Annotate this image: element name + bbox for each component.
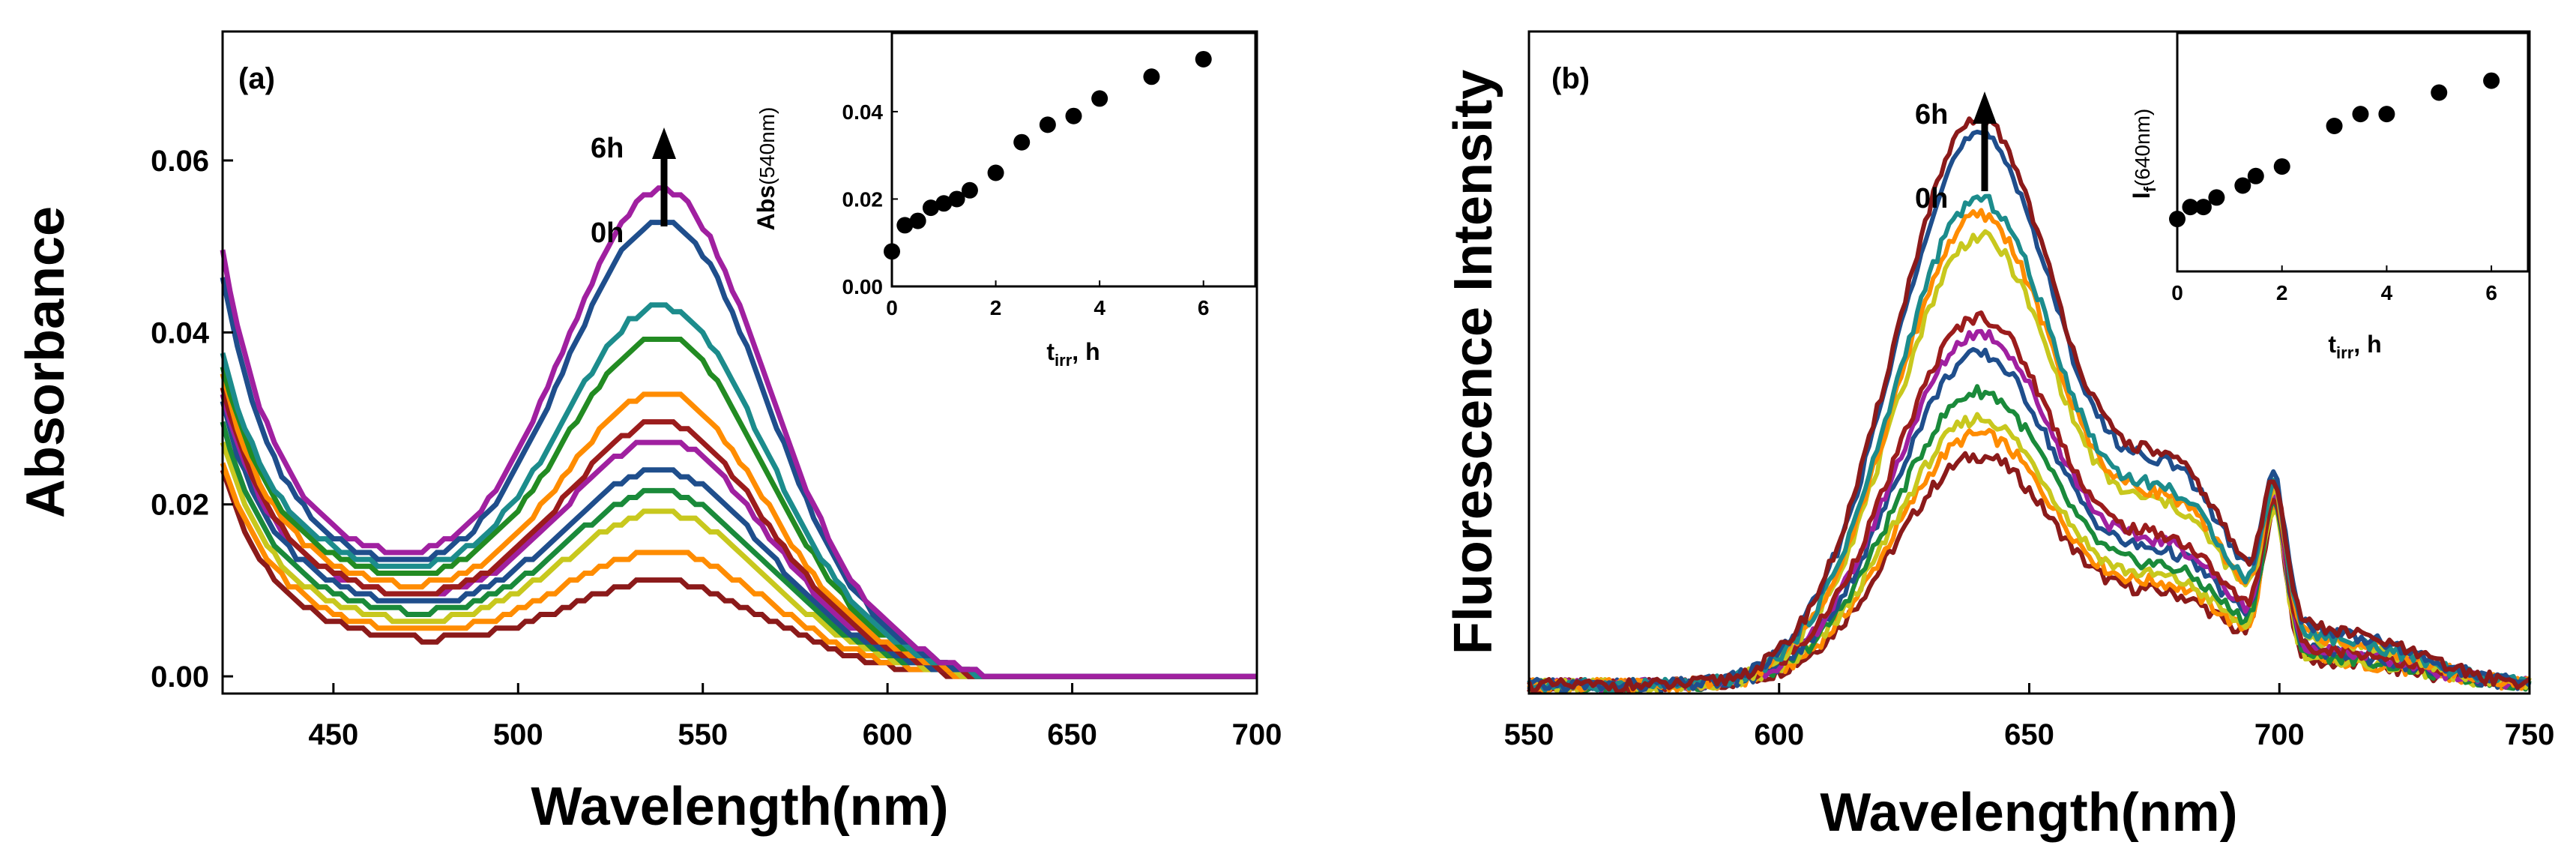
panel-a-x-tick-label: 500 <box>493 718 543 751</box>
panel-b-inset-point <box>2352 106 2369 123</box>
panel-a-inset-y-ticks: 0.00 0.02 0.04 <box>842 100 898 298</box>
panel-a-x-tick-label: 450 <box>308 718 358 751</box>
panel-b-inset-x-tick-label: 4 <box>2381 281 2393 304</box>
panel-a-series-3h <box>220 302 1257 679</box>
panel-b-series-6h <box>1527 115 2531 694</box>
panel-a-inset-y-tick-label: 0.00 <box>842 275 884 298</box>
panel-a-y-tick-label: 0.04 <box>151 316 210 349</box>
panel-a-inset-point <box>922 199 939 217</box>
panel-b-inset-point <box>2195 199 2212 216</box>
panel-a-y-axis-title: Absorbance <box>16 206 76 518</box>
panel-b-arrow-head <box>1973 91 1997 124</box>
panel-b-inset-x-tick-label: 0 <box>2171 281 2183 304</box>
panel-a-x-tick-label: 550 <box>678 718 728 751</box>
panel-a-inset-point <box>1039 116 1056 133</box>
panel-a-series-group <box>220 185 1257 679</box>
panel-a-label: (a) <box>238 62 275 95</box>
panel-a-y-tick-label: 0.02 <box>151 489 209 522</box>
panel-b-x-tick-label: 650 <box>2004 718 2054 751</box>
panel-b-x-tick-label: 550 <box>1504 718 1554 751</box>
panel-a-inset-x-ticks: 0 2 4 6 <box>886 280 1210 319</box>
panel-b-time-annotation: 6h 0h <box>1915 91 1997 214</box>
panel-a-inset-x-tick-label: 2 <box>990 296 1002 319</box>
panel-a-inset-x-tick-label: 0 <box>886 296 898 319</box>
panel-a-inset-point <box>909 212 926 229</box>
panel-b-x-tick-label: 600 <box>1754 718 1804 751</box>
panel-a-inset-y-title: Abs(540nm) <box>752 107 779 231</box>
panel-b-label-0h: 0h <box>1915 183 1948 214</box>
panel-b-series-5h <box>1528 127 2532 694</box>
panel-b-inset-points <box>2169 72 2500 228</box>
panel-b-inset-background <box>2177 33 2528 271</box>
panel-a-inset-point <box>961 181 978 199</box>
panel-b-x-ticks: 550 600 650 700 750 <box>1504 683 2555 751</box>
panel-a-inset-point <box>1143 68 1160 85</box>
panel-a-arrow-head <box>652 127 676 159</box>
panel-b-series-group <box>1527 115 2532 694</box>
panel-a-label-6h: 6h <box>591 133 624 164</box>
panel-a-series-6h <box>220 185 1257 679</box>
panel-a-label-0h: 0h <box>591 217 624 249</box>
panel-a-x-tick-label: 650 <box>1047 718 1097 751</box>
panel-b-label: (b) <box>1551 62 1590 95</box>
panel-a-inset-point <box>948 190 965 208</box>
panel-a-y-tick-label: 0.06 <box>151 145 209 178</box>
panel-b-inset-point <box>2483 72 2500 89</box>
panel-a: 450 500 550 600 650 700 0.000.020.040.06 (a) … <box>16 30 1282 837</box>
panel-a-inset-point <box>987 164 1004 181</box>
panel-a-inset-point <box>1195 50 1212 67</box>
panel-a-inset-background <box>892 33 1255 286</box>
panel-a-inset: 0 2 4 6 0.00 0.02 0.04 tirr, h Abs(540nm) <box>752 31 1257 370</box>
panel-a-inset-point <box>1065 107 1082 124</box>
panel-a-plot-frame <box>221 30 1258 695</box>
panel-a-x-tick-label: 600 <box>863 718 913 751</box>
panel-b-inset-point <box>2326 118 2343 135</box>
panel-b-inset-point <box>2431 84 2448 101</box>
panel-a-inset-x-tick-label: 4 <box>1094 296 1105 319</box>
panel-a-inset-x-title: tirr, h <box>1046 338 1100 370</box>
panel-a-inset-point <box>1091 90 1108 107</box>
panel-b-inset-x-title: tirr, h <box>2328 331 2381 362</box>
panel-a-inset-y-tick-label: 0.02 <box>842 187 884 211</box>
panel-b-inset-point <box>2247 167 2264 184</box>
panel-b-inset-point <box>2273 158 2290 175</box>
panel-b-inset-frame <box>2176 31 2530 273</box>
panel-b-inset-point <box>2378 106 2395 123</box>
panel-a-inset-y-tick-label: 0.04 <box>842 100 884 124</box>
panel-a-x-axis-title: Wavelength(nm) <box>531 777 948 837</box>
panel-b-series-0.75h <box>1527 384 2532 694</box>
panel-b-inset-x-ticks: 0 2 4 6 <box>2171 265 2497 304</box>
panel-a-inset-frame <box>890 31 1257 288</box>
panel-a-inset-point <box>884 243 900 260</box>
panel-a-inset-point <box>896 217 914 234</box>
panel-a-x-tick-label: 700 <box>1232 718 1282 751</box>
panel-a-y-ticks: 0.00 0.02 0.04 0.06 <box>151 145 233 694</box>
panel-b-inset-x-tick-label: 6 <box>2485 281 2497 304</box>
panel-a-x-ticks: 450 500 550 600 650 700 <box>308 683 1282 751</box>
panel-b-inset: 0 2 4 6 tirr, h If(640nm) <box>2128 31 2530 362</box>
panel-a-inset-points <box>884 50 1212 260</box>
panel-a-inset-x-tick-label: 6 <box>1198 296 1210 319</box>
panel-b: 550 600 650 700 750 (b) Wavelength(nm) Fluor… <box>1444 30 2555 843</box>
panel-b-inset-point <box>2208 189 2225 206</box>
panel-b-series-2.5h <box>1527 208 2530 694</box>
panel-b-inset-point <box>2234 177 2251 194</box>
panel-b-inset-point <box>2182 199 2199 216</box>
panel-b-x-tick-label: 700 <box>2254 718 2305 751</box>
panel-a-time-annotation: 6h 0h <box>591 127 676 249</box>
panel-b-inset-y-title: If(640nm) <box>2128 109 2159 199</box>
panel-b-y-axis-title: Fluorescence Intensity <box>1444 70 1503 655</box>
panel-b-x-tick-label: 750 <box>2505 718 2555 751</box>
panel-a-inset-point <box>1013 133 1031 151</box>
panel-b-label-6h: 6h <box>1915 99 1948 130</box>
panel-a-y-tick-label: 0.00 <box>151 661 209 694</box>
panel-b-inset-point <box>2169 211 2186 228</box>
panel-b-inset-x-tick-label: 2 <box>2276 281 2288 304</box>
panel-b-x-axis-title: Wavelength(nm) <box>1820 783 2237 843</box>
panel-a-inset-point <box>935 195 953 212</box>
